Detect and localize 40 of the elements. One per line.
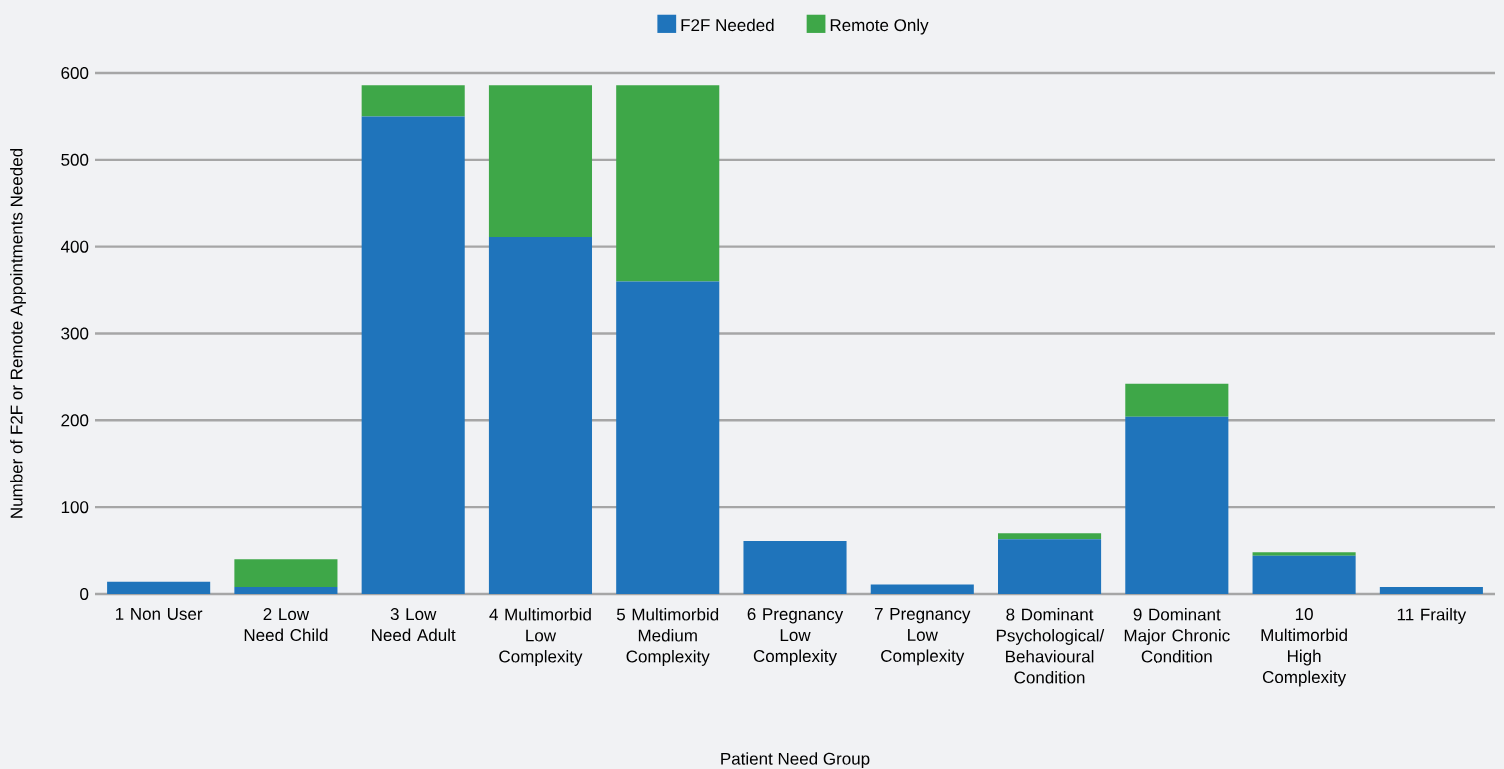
bar	[1379, 587, 1483, 594]
bar	[234, 559, 338, 588]
bar	[743, 541, 847, 594]
bar	[488, 237, 593, 594]
legend-label: Remote Only	[830, 18, 929, 35]
bar	[488, 85, 593, 238]
x-tick-label: 3 Low Need Adult	[372, 608, 456, 642]
x-tick-label: 8 Dominant Psychological/ Behavioural Condition	[996, 608, 1105, 684]
y-tick-label: 600	[61, 66, 89, 79]
bar	[998, 539, 1102, 594]
x-tick-label: 6 Pregnancy Low Complexity	[747, 608, 844, 666]
x-tick-label: 9 Dominant Major Chronic Condition	[1124, 608, 1230, 663]
x-tick-label: 11 Frailty	[1397, 608, 1467, 624]
x-tick-label: 1 Non User	[116, 608, 203, 620]
bar	[1252, 555, 1356, 594]
y-tick-label: 400	[60, 240, 89, 253]
bar	[1125, 383, 1229, 417]
bar	[616, 281, 720, 594]
y-tick-label: 500	[61, 153, 89, 166]
legend-label: F2F Needed	[681, 18, 774, 32]
bar	[616, 85, 720, 282]
bar	[1125, 416, 1229, 594]
x-tick-label: 4 Multimorbid Low Complexity	[489, 608, 591, 666]
bar	[234, 587, 338, 594]
bar	[870, 584, 974, 594]
bar	[361, 116, 465, 594]
y-tick-label: 100	[61, 501, 89, 514]
x-tick-label: 2 Low Need Child	[244, 608, 328, 642]
y-tick-label: 0	[80, 587, 89, 600]
x-axis-title: Patient Need Group	[721, 752, 870, 769]
x-tick-label: 10 Multimorbid High Complexity	[1261, 608, 1347, 687]
x-tick-label: 5 Multimorbid Medium Complexity	[616, 608, 719, 666]
y-tick-label: 300	[61, 327, 89, 340]
x-tick-label: 7 Pregnancy Low Complexity	[874, 608, 971, 666]
bar	[361, 85, 465, 117]
bar	[107, 581, 211, 594]
bar	[998, 533, 1102, 540]
y-axis-title: Number of F2F or Remote Appointments Needed	[10, 148, 26, 518]
y-tick-label: 200	[61, 414, 89, 427]
bar	[1252, 552, 1356, 556]
